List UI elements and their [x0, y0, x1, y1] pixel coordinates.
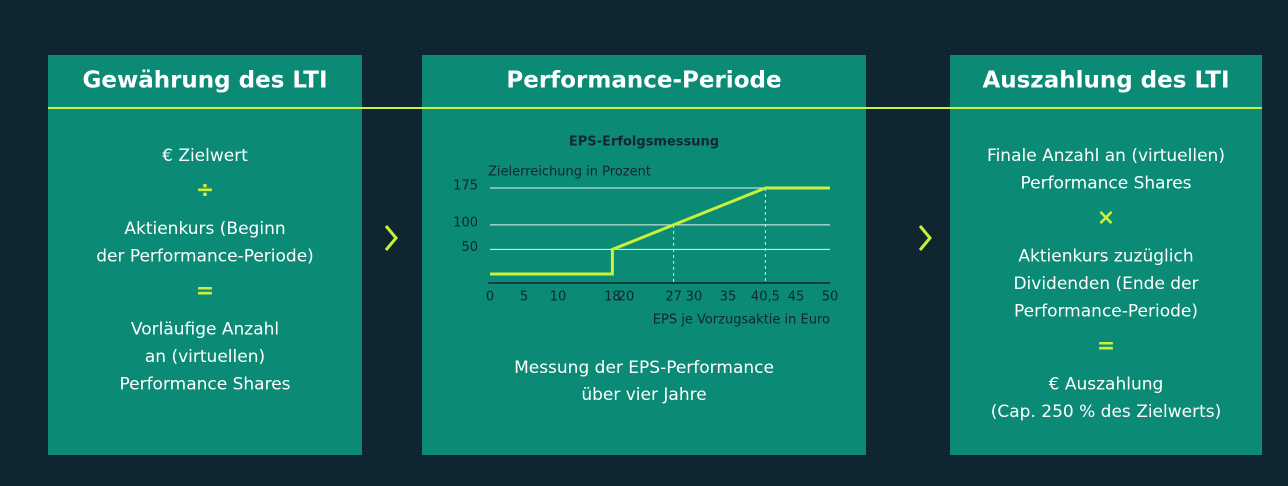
- step-text: € Zielwert: [162, 146, 248, 166]
- x-tick-label: 27: [665, 290, 682, 305]
- x-tick-label: 30: [686, 290, 703, 305]
- line-series: [490, 186, 830, 276]
- y-tick-label: 50: [461, 240, 478, 255]
- step-text: Performance Shares: [1020, 174, 1191, 194]
- x-tick-label: 18: [604, 290, 621, 305]
- panel-title: Performance-Periode: [506, 68, 781, 94]
- panel-grant: [48, 55, 362, 455]
- step-text: Finale Anzahl an (virtuellen): [987, 146, 1225, 166]
- step-text: Performance Shares: [119, 375, 290, 395]
- panel-title: Auszahlung des LTI: [982, 68, 1229, 94]
- operator: =: [1097, 334, 1115, 359]
- y-axis-label: Zielerreichung in Prozent: [488, 165, 651, 180]
- x-tick-label: 40,5: [751, 290, 780, 305]
- operator: ×: [1097, 206, 1115, 231]
- operator: ÷: [196, 178, 214, 203]
- step-text: (Cap. 250 % des Zielwerts): [991, 402, 1222, 422]
- x-tick-label: 50: [822, 290, 839, 305]
- step-text: Performance-Periode): [1014, 302, 1198, 322]
- step-text: der Performance-Periode): [96, 247, 314, 267]
- step-text: € Auszahlung: [1049, 375, 1164, 395]
- x-tick-label: 10: [550, 290, 567, 305]
- x-tick-label: 45: [788, 290, 805, 305]
- step-text: Vorläufige Anzahl: [131, 320, 279, 340]
- caption: über vier Jahre: [581, 385, 706, 405]
- x-tick-label: 0: [486, 290, 494, 305]
- x-tick-label: 5: [520, 290, 528, 305]
- operator: =: [196, 279, 214, 304]
- panel-payout: [950, 55, 1262, 455]
- panel-performance: [422, 55, 866, 455]
- step-text: Aktienkurs (Beginn: [124, 219, 285, 239]
- chevron: [384, 225, 398, 251]
- step-text: an (virtuellen): [145, 347, 265, 367]
- chevron: [918, 225, 932, 251]
- caption: Messung der EPS-Performance: [514, 358, 774, 378]
- x-tick-label: 20: [618, 290, 635, 305]
- x-tick-label: 35: [720, 290, 737, 305]
- panel-title: Gewährung des LTI: [82, 68, 327, 94]
- y-tick-label: 100: [453, 215, 478, 230]
- y-tick-label: 175: [453, 179, 478, 194]
- chart-title: EPS-Erfolgsmessung: [569, 135, 719, 150]
- x-axis-label: EPS je Vorzugsaktie in Euro: [653, 313, 830, 328]
- step-text: Aktienkurs zuzüglich: [1018, 247, 1193, 267]
- step-text: Dividenden (Ende der: [1013, 274, 1198, 294]
